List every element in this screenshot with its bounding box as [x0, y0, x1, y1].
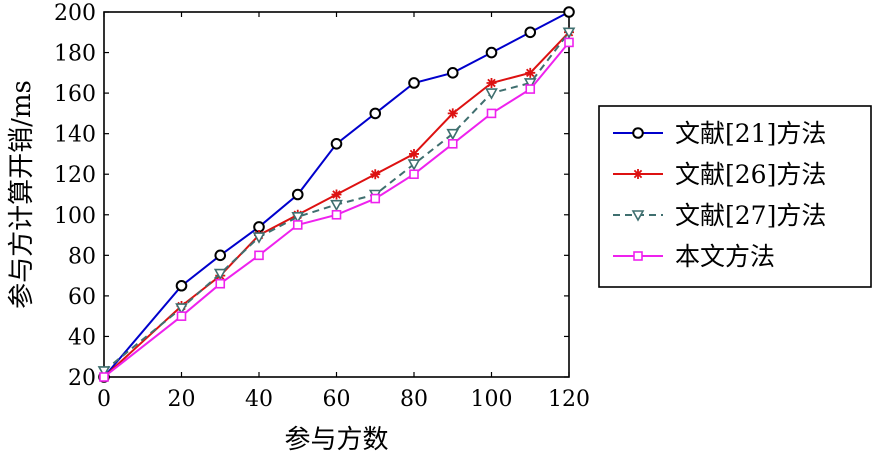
- y-tick-label: 20: [68, 366, 96, 391]
- data-point: [407, 159, 421, 171]
- legend-marker: [633, 169, 643, 179]
- data-point: [408, 77, 420, 89]
- y-tick-label: 80: [68, 244, 96, 269]
- data-point: [369, 107, 382, 120]
- x-tick-label: 0: [97, 387, 111, 412]
- legend-box: [598, 105, 872, 288]
- y-tick-label: 100: [54, 204, 96, 229]
- x-tick-label: 80: [400, 387, 428, 412]
- series-4: [99, 37, 574, 382]
- y-tick-label: 120: [54, 163, 96, 188]
- y-tick-label: 60: [68, 285, 96, 310]
- data-point: [409, 148, 419, 159]
- legend-marker: [632, 127, 644, 139]
- x-tick-label: 20: [168, 387, 196, 412]
- data-point: [370, 169, 381, 180]
- y-axis-title: 参与方计算开销/ms: [7, 80, 37, 309]
- data-point: [252, 232, 266, 244]
- y-tick-label: 140: [54, 123, 96, 148]
- y-tick-label: 160: [54, 82, 96, 107]
- data-point: [254, 250, 264, 261]
- data-point: [525, 67, 536, 78]
- data-point: [447, 139, 458, 149]
- data-point: [447, 108, 458, 119]
- data-point: [563, 6, 575, 18]
- x-tick-label: 120: [548, 387, 590, 412]
- legend-label: 文献[21]方法: [675, 119, 826, 148]
- data-point: [99, 372, 109, 382]
- data-point: [214, 249, 227, 262]
- data-point: [291, 188, 304, 201]
- data-point: [175, 303, 188, 315]
- data-point: [330, 138, 343, 150]
- legend-label: 文献[27]方法: [675, 201, 826, 230]
- plot-area: 0 20 40 60 80 100 1202040608010012014016018020…: [54, 1, 590, 412]
- x-axis-title: 参与方数: [284, 425, 388, 455]
- series-line: [103, 11, 570, 378]
- data-point: [446, 128, 460, 141]
- data-point: [215, 278, 226, 289]
- data-point: [213, 268, 227, 281]
- y-tick-label: 40: [68, 325, 96, 350]
- series-line: [103, 31, 570, 378]
- data-point: [485, 88, 498, 100]
- y-tick-label: 180: [54, 42, 96, 67]
- series-line: [103, 41, 570, 378]
- legend-label: 文献[26]方法: [675, 160, 826, 189]
- data-point: [486, 77, 497, 88]
- data-point: [564, 37, 574, 48]
- legend-marker: [633, 251, 643, 261]
- x-tick-label: 100: [471, 387, 513, 412]
- data-point: [486, 108, 497, 119]
- data-point: [175, 279, 188, 292]
- data-point: [562, 27, 576, 39]
- data-point: [97, 366, 111, 378]
- data-point: [331, 209, 342, 220]
- data-point: [409, 169, 419, 180]
- data-point: [292, 220, 303, 230]
- legend-label: 本文方法: [675, 242, 775, 271]
- data-point: [370, 193, 381, 204]
- y-tick-label: 200: [54, 1, 96, 26]
- data-point: [331, 189, 342, 200]
- x-tick-label: 60: [323, 387, 351, 412]
- data-point: [523, 78, 537, 90]
- data-point: [176, 311, 187, 321]
- legend-marker: [631, 210, 645, 222]
- data-point: [525, 84, 536, 94]
- data-point: [291, 212, 305, 224]
- data-point: [330, 199, 343, 212]
- data-point: [524, 26, 537, 39]
- x-tick-label: 40: [245, 387, 273, 412]
- data-point: [446, 67, 459, 79]
- data-point: [485, 46, 498, 59]
